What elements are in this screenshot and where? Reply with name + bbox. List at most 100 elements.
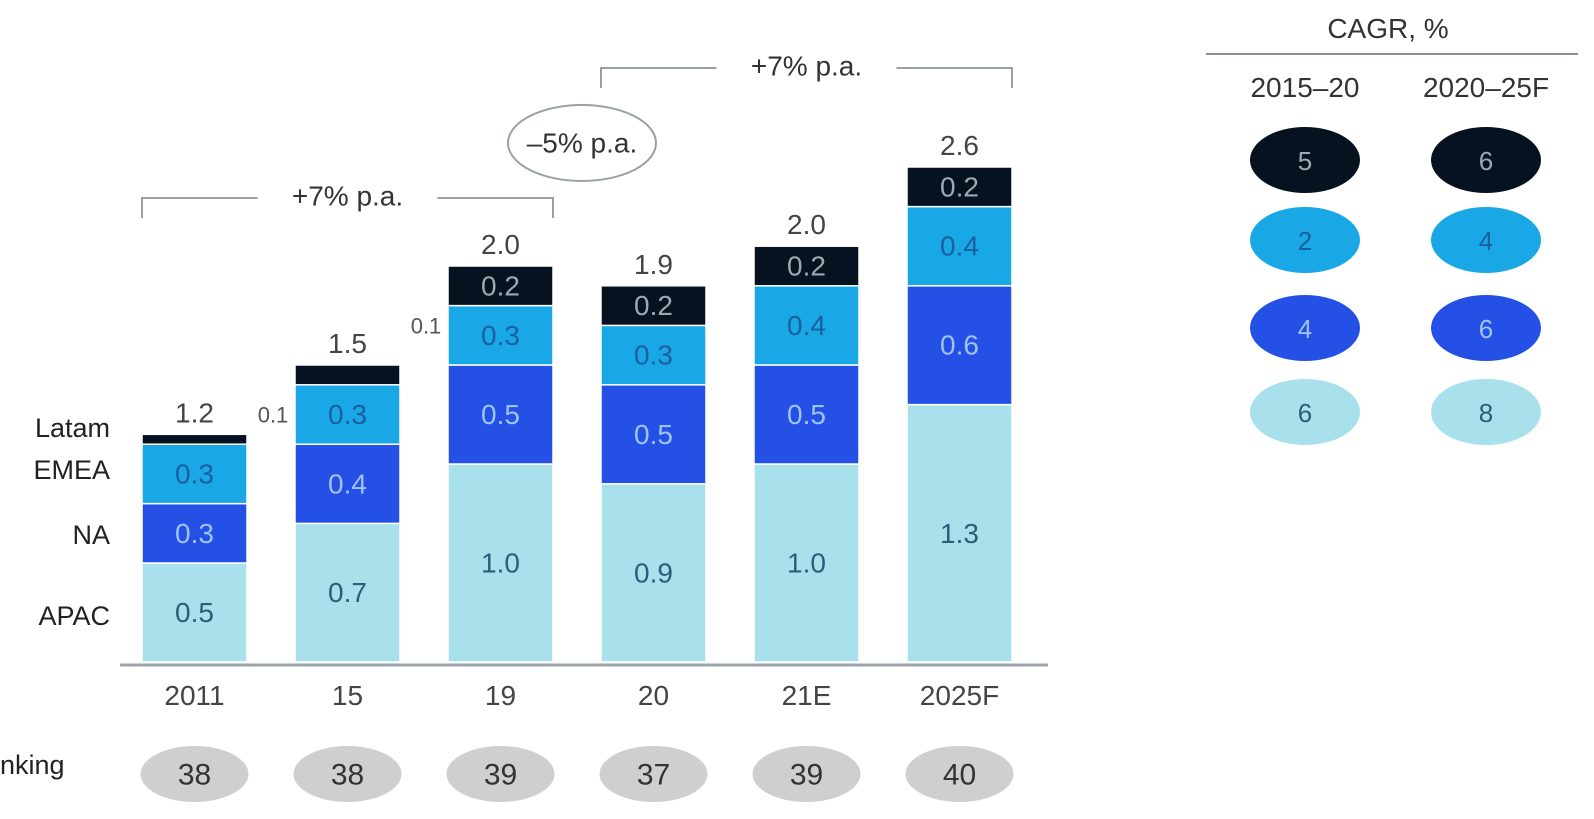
total-label-19: 2.0 (481, 229, 520, 260)
region-labels: Latam EMEA NA APAC (33, 413, 110, 631)
cagr-bubble-emea-2 (1431, 207, 1541, 273)
bar-segment-na-19 (447, 364, 554, 465)
growth-bracket-label-1: +7% p.a. (292, 181, 403, 212)
ranking-pill-21e (752, 746, 861, 802)
segment-label-apac-15: 0.7 (328, 577, 367, 608)
cagr-bubble-emea-1 (1250, 207, 1360, 273)
bar-segment-na-21e (753, 364, 860, 465)
total-label-2011: 1.2 (175, 397, 214, 428)
total-label-2025f: 2.6 (940, 130, 979, 161)
cagr-value-emea-2: 4 (1479, 226, 1493, 256)
cagr-value-latam-2: 6 (1479, 146, 1493, 176)
segment-label-latam-2025f: 0.2 (940, 171, 979, 202)
bar-segment-emea-15 (294, 384, 401, 445)
bar-segment-apac-19 (447, 463, 554, 663)
segment-label-apac-19: 1.0 (481, 548, 520, 579)
cagr-bubble-apac-2 (1431, 379, 1541, 445)
ranking-row-label: nking (0, 750, 65, 780)
total-label-20: 1.9 (634, 249, 673, 280)
ranking-pill-15 (293, 746, 402, 802)
stacked-bars: 0.5 0.3 0.3 1.2 0.7 0.4 0.3 1.5 1.0 0.5 0.3 0.2 2.0 0… (141, 130, 1013, 663)
segment-label-na-20: 0.5 (634, 419, 673, 450)
category-labels: 2011 15 19 20 21E 2025F (164, 680, 999, 711)
segment-label-emea-2025f: 0.4 (940, 231, 979, 262)
cagr-bubble-na-2 (1431, 295, 1541, 361)
ranking-pill-2025f (905, 746, 1014, 802)
segment-label-na-2025f: 0.6 (940, 330, 979, 361)
category-label-21e: 21E (782, 680, 832, 711)
bar-segment-emea-19 (447, 304, 554, 366)
outside-label-15: 0.1 (258, 402, 289, 427)
category-label-15: 15 (332, 680, 363, 711)
bar-segment-latam-2011 (141, 433, 248, 445)
growth-bracket-label-2: +7% p.a. (751, 51, 862, 82)
growth-bracket-1 (141, 197, 554, 218)
segment-label-apac-2025f: 1.3 (940, 518, 979, 549)
segment-label-emea-2011: 0.3 (175, 458, 214, 489)
segment-label-na-19: 0.5 (481, 399, 520, 430)
category-label-2025f: 2025F (920, 680, 999, 711)
ranking-value-20: 37 (637, 759, 670, 792)
segment-label-na-21e: 0.5 (787, 399, 826, 430)
bar-segment-apac-2025f (906, 403, 1013, 663)
decline-callout-label: –5% p.a. (527, 128, 638, 159)
bar-segment-latam-20 (600, 285, 707, 327)
region-label-latam: Latam (35, 413, 110, 443)
bar-segment-emea-20 (600, 324, 707, 386)
bar-segment-emea-2025f (906, 205, 1013, 287)
region-label-apac: APAC (38, 601, 110, 631)
segment-label-na-15: 0.4 (328, 468, 367, 499)
segment-label-emea-20: 0.3 (634, 340, 673, 371)
segment-label-latam-21e: 0.2 (787, 251, 826, 282)
bar-segment-latam-21e (753, 245, 860, 287)
bar-segment-apac-21e (753, 463, 860, 663)
ranking-row: 38 38 39 37 39 40 (140, 746, 1014, 802)
cagr-value-emea-1: 2 (1298, 226, 1312, 256)
segment-label-na-2011: 0.3 (175, 518, 214, 549)
ranking-value-19: 39 (484, 759, 517, 792)
ranking-pill-19 (446, 746, 555, 802)
cagr-value-na-1: 4 (1298, 314, 1312, 344)
outside-label-19: 0.1 (411, 313, 442, 338)
region-label-emea: EMEA (33, 455, 110, 485)
cagr-bubble-latam-1 (1250, 127, 1360, 193)
segment-label-emea-21e: 0.4 (787, 310, 826, 341)
segment-label-apac-21e: 1.0 (787, 548, 826, 579)
cagr-table: CAGR, % 2015–20 2020–25F 5 6 2 4 4 6 6 8 (1206, 13, 1578, 445)
category-label-2011: 2011 (164, 680, 224, 711)
ranking-value-2011: 38 (178, 759, 211, 792)
total-label-15: 1.5 (328, 328, 367, 359)
category-label-19: 19 (485, 680, 516, 711)
cagr-title: CAGR, % (1327, 13, 1448, 44)
decline-callout-ellipse (507, 104, 657, 182)
segment-label-apac-2011: 0.5 (175, 597, 214, 628)
cagr-value-apac-1: 6 (1298, 398, 1312, 428)
cagr-value-latam-1: 5 (1298, 146, 1312, 176)
cagr-bubble-na-1 (1250, 295, 1360, 361)
cagr-bubble-apac-1 (1250, 379, 1360, 445)
total-label-21e: 2.0 (787, 209, 826, 240)
bar-segment-na-2011 (141, 502, 248, 564)
bar-segment-emea-21e (753, 285, 860, 366)
growth-bracket-2 (600, 67, 1013, 88)
region-label-na: NA (72, 520, 110, 550)
segment-label-latam-20: 0.2 (634, 290, 673, 321)
segment-label-emea-19: 0.3 (481, 320, 520, 351)
category-label-20: 20 (638, 680, 669, 711)
bar-segment-apac-2011 (141, 562, 248, 663)
ranking-value-15: 38 (331, 759, 364, 792)
bar-segment-apac-20 (600, 483, 707, 663)
segment-label-latam-19: 0.2 (481, 270, 520, 301)
ranking-pill-2011 (140, 746, 249, 802)
cagr-column-header-1: 2015–20 (1250, 72, 1359, 103)
cagr-value-apac-2: 8 (1479, 398, 1493, 428)
bar-segment-latam-19 (447, 265, 554, 307)
bar-segment-latam-15 (294, 364, 401, 386)
bar-segment-na-20 (600, 384, 707, 485)
bar-segment-latam-2025f (906, 166, 1013, 208)
growth-brackets: +7% p.a. +7% p.a. –5% p.a. (141, 51, 1013, 218)
ranking-value-21e: 39 (790, 759, 823, 792)
segment-label-emea-15: 0.3 (328, 399, 367, 430)
bar-segment-na-2025f (906, 285, 1013, 406)
